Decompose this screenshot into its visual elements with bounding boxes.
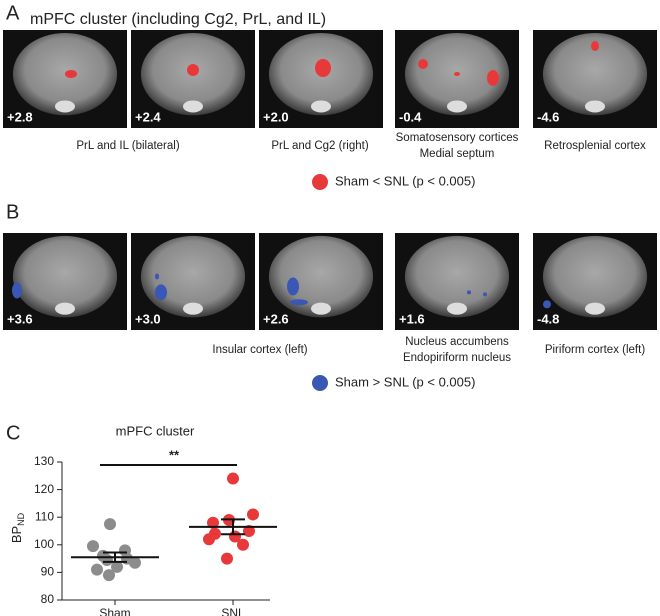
significance-label: ** [169, 447, 180, 462]
legend-label: Sham > SNL (p < 0.005) [335, 374, 475, 389]
data-point [103, 569, 115, 582]
y-tick-label: 100 [34, 537, 54, 551]
cluster-blob [483, 292, 487, 297]
data-point [91, 563, 103, 576]
cluster-blob [591, 41, 599, 51]
slice-coordinate: +2.8 [7, 109, 33, 124]
brain-ventricle [183, 302, 203, 315]
brain-ventricle [447, 100, 467, 113]
data-point [87, 540, 99, 553]
panel-label: B [6, 201, 19, 223]
caption: Somatosensory cortices [396, 132, 519, 144]
chart-title: mPFC cluster [116, 423, 195, 438]
brain-ventricle [447, 302, 467, 315]
caption: Insular cortex (left) [212, 344, 307, 356]
brain-slice [12, 235, 118, 318]
legend-marker [312, 375, 328, 391]
slice-coordinate: -4.6 [537, 109, 559, 124]
data-point [111, 560, 123, 573]
brain-slice [542, 235, 648, 318]
caption: PrL and Cg2 (right) [271, 140, 369, 152]
cluster-blob [155, 284, 167, 301]
data-point [104, 518, 116, 531]
x-tick-label: Sham [99, 606, 130, 616]
caption: Piriform cortex (left) [545, 344, 645, 356]
y-tick-label: 110 [35, 509, 54, 523]
y-tick-label: 120 [34, 482, 54, 496]
x-tick-label: SNL [221, 606, 245, 616]
data-point [237, 538, 249, 551]
brain-ventricle [311, 100, 331, 113]
data-point [129, 556, 141, 569]
brain-slice [268, 235, 374, 318]
brain-slice [542, 32, 648, 116]
data-point [101, 553, 113, 566]
cluster-blob [418, 59, 428, 69]
caption: Endopiriform nucleus [403, 352, 511, 364]
y-tick-label: 80 [41, 592, 55, 606]
cluster-blob [467, 290, 471, 295]
y-label-main: BP [9, 526, 24, 543]
y-tick-label: 90 [41, 565, 55, 579]
slice-coordinate: +3.6 [7, 311, 33, 326]
data-point [207, 516, 219, 529]
cluster-blob [487, 70, 499, 86]
slice-coordinate: -4.8 [537, 311, 559, 326]
brain-ventricle [55, 100, 75, 113]
slice-coordinate: +2.0 [263, 109, 289, 124]
caption: Retrosplenial cortex [544, 140, 646, 152]
data-point [227, 472, 239, 485]
brain-slice [12, 32, 118, 116]
caption: Nucleus accumbens [405, 336, 509, 348]
cluster-blob [315, 59, 331, 77]
caption: PrL and IL (bilateral) [76, 140, 180, 152]
y-axis-label: BPND [9, 512, 26, 543]
slice-coordinate: -0.4 [399, 109, 422, 124]
slice-coordinate: +3.0 [135, 311, 161, 326]
slice-coordinate: +2.4 [135, 109, 161, 124]
y-label-sub: ND [16, 512, 26, 525]
cluster-blob [12, 282, 22, 299]
slice-coordinate: +2.6 [263, 311, 289, 326]
brain-ventricle [311, 302, 331, 315]
panel-label: A [6, 2, 20, 24]
slice-coordinate: +1.6 [399, 311, 425, 326]
brain-ventricle [183, 100, 203, 113]
legend-marker [312, 174, 328, 190]
cluster-blob [454, 72, 460, 76]
panel-title: mPFC cluster (including Cg2, PrL, and IL… [30, 11, 326, 28]
brain-ventricle [585, 100, 605, 113]
caption: Medial septum [420, 148, 495, 160]
data-point [243, 525, 255, 537]
cluster-blob [543, 300, 551, 309]
brain-ventricle [55, 302, 75, 315]
legend-label: Sham < SNL (p < 0.005) [335, 173, 475, 188]
data-point [247, 508, 259, 521]
cluster-blob [290, 299, 308, 306]
y-tick-label: 130 [34, 454, 54, 468]
brain-ventricle [585, 302, 605, 315]
cluster-blob [65, 70, 77, 78]
cluster-blob [287, 277, 299, 296]
cluster-blob [187, 64, 199, 76]
panel-label: C [6, 422, 20, 444]
data-point [203, 533, 215, 546]
data-point [221, 552, 233, 565]
brain-slice [404, 235, 510, 318]
brain-slice [140, 235, 246, 318]
cluster-blob [155, 273, 159, 280]
